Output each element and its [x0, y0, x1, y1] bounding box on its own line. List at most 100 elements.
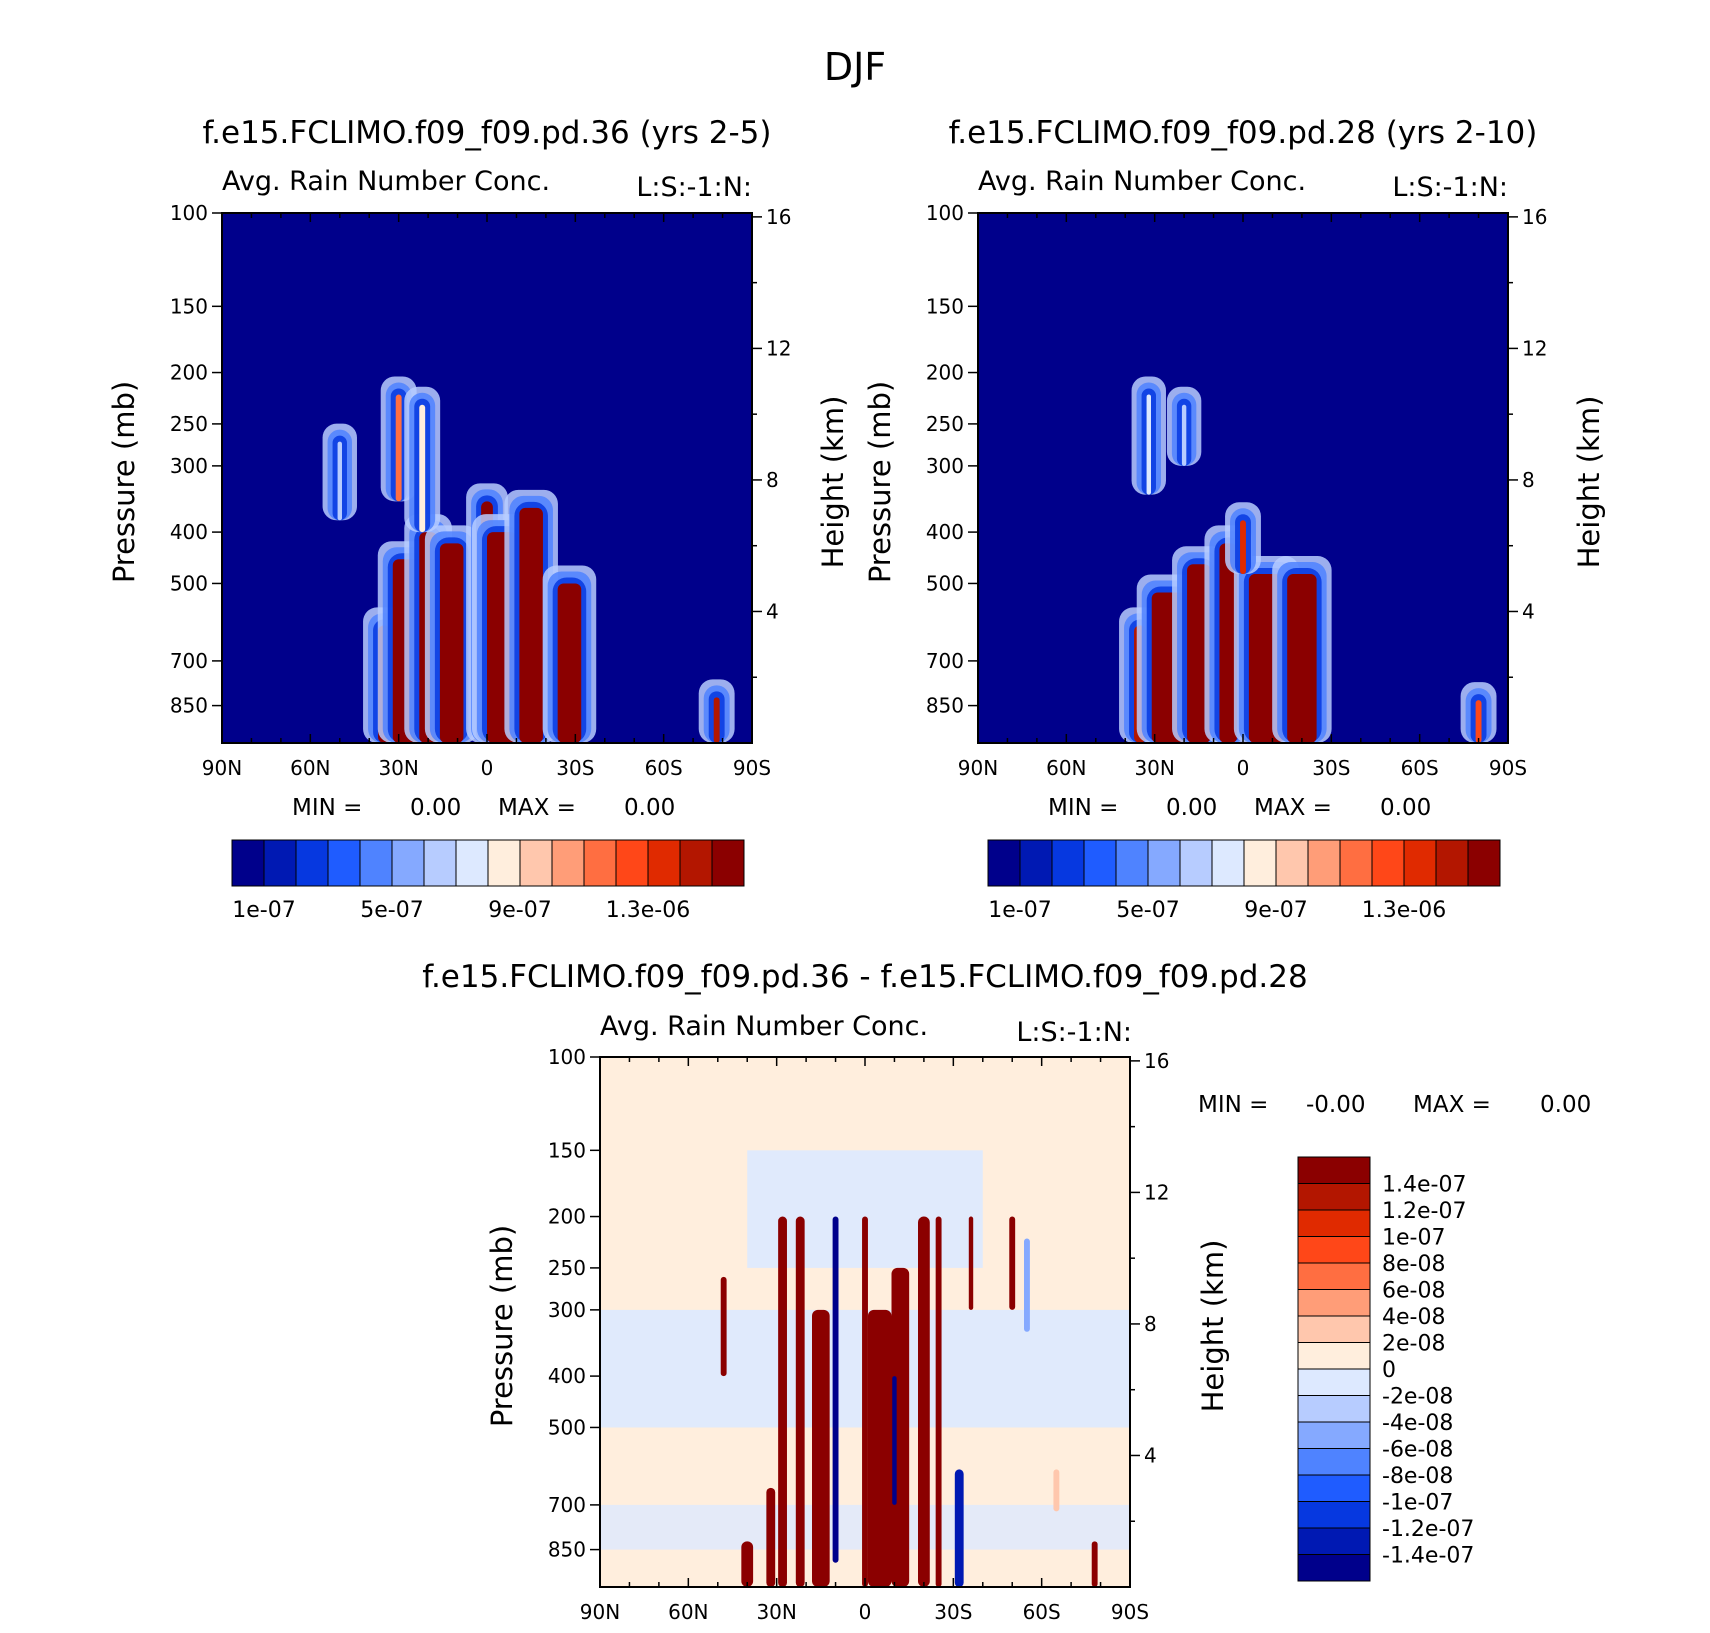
- contour-fill: [867, 1309, 892, 1587]
- colorbar-swatch: [1297, 1421, 1371, 1449]
- y-tick-label: 100: [548, 1045, 586, 1069]
- data-layer: [1119, 376, 1497, 743]
- y2-axis-label: Height (km): [816, 396, 850, 569]
- colorbar-label: 1.3e-06: [1362, 898, 1446, 923]
- y-tick-label: 500: [170, 571, 208, 595]
- data-layer: [600, 1150, 1130, 1587]
- x-tick-label: 30S: [1312, 756, 1350, 780]
- contour-fill: [713, 697, 720, 743]
- y-tick-label: 150: [926, 294, 964, 318]
- contour-fill: [1287, 574, 1317, 743]
- x-tick-label: 60S: [645, 756, 683, 780]
- contour-fill: [439, 543, 464, 743]
- y-tick-label: 200: [926, 361, 964, 385]
- y-tick-label: 400: [548, 1364, 586, 1388]
- variable-label: Avg. Rain Number Conc.: [600, 1011, 928, 1042]
- colorbar-swatch: [1297, 1315, 1371, 1343]
- y2-tick-label: 16: [1144, 1049, 1169, 1073]
- colorbar-swatch: [1147, 839, 1181, 887]
- colorbar-label: 1.3e-06: [606, 898, 690, 923]
- contour-fill: [778, 1216, 787, 1587]
- colorbar-swatch: [519, 839, 553, 887]
- y-tick-label: 850: [548, 1538, 586, 1562]
- contour-fill: [832, 1216, 839, 1563]
- panel-difference: f.e15.FCLIMO.f09_f09.pd.36 - f.e15.FCLIM…: [422, 959, 1591, 1624]
- contour-fill: [1091, 1541, 1098, 1587]
- colorbar-label: -1.4e-07: [1382, 1544, 1474, 1569]
- y-tick-label: 850: [926, 694, 964, 718]
- colorbar-label: 9e-07: [1244, 898, 1307, 923]
- panel-title: f.e15.FCLIMO.f09_f09.pd.28 (yrs 2-10): [949, 115, 1538, 151]
- x-tick-label: 30S: [934, 1600, 972, 1624]
- figure-title: DJF: [824, 45, 886, 89]
- y-tick-label: 500: [548, 1415, 586, 1439]
- contour-fill: [557, 583, 582, 743]
- variable-label: Avg. Rain Number Conc.: [978, 166, 1306, 197]
- colorbar-swatch: [359, 839, 393, 887]
- y2-axis-label: Height (km): [1572, 396, 1606, 569]
- min-value: -0.00: [1306, 1092, 1366, 1118]
- y2-tick-label: 16: [1522, 205, 1547, 229]
- contour-fill: [1053, 1469, 1060, 1512]
- colorbar-label: -4e-08: [1382, 1411, 1453, 1436]
- contour-fill: [337, 441, 342, 521]
- colorbar-swatch: [1297, 1527, 1371, 1555]
- y2-tick-label: 4: [1522, 599, 1535, 623]
- max-label: MAX =: [1254, 795, 1332, 821]
- colorbar-swatch: [263, 839, 297, 887]
- colorbar-swatch: [1467, 839, 1501, 887]
- colorbar-label: 1.4e-07: [1382, 1173, 1466, 1198]
- colorbar-label: 6e-08: [1382, 1279, 1445, 1304]
- colorbar-swatch: [1371, 839, 1405, 887]
- contour-fill: [892, 1376, 897, 1505]
- colorbar-swatch: [1435, 839, 1469, 887]
- colorbar-label: 4e-08: [1382, 1305, 1445, 1330]
- contour-fill: [1219, 543, 1238, 743]
- contour-fill: [1024, 1238, 1030, 1332]
- x-tick-label: 90S: [1489, 756, 1527, 780]
- colorbar-swatch: [679, 839, 713, 887]
- colorbar-swatch: [295, 839, 329, 887]
- y-tick-label: 300: [548, 1298, 586, 1322]
- max-value: 0.00: [1540, 1092, 1591, 1118]
- colorbar-swatch: [1297, 1183, 1371, 1211]
- level-label: L:S:-1:N:: [1392, 172, 1508, 203]
- contour-fill: [419, 404, 426, 533]
- contour-fill: [1475, 700, 1482, 743]
- colorbar-swatch: [1297, 1342, 1371, 1370]
- x-tick-label: 60N: [1046, 756, 1086, 780]
- x-tick-label: 0: [859, 1600, 872, 1624]
- colorbar-label: 1e-07: [1382, 1226, 1445, 1251]
- panel-title: f.e15.FCLIMO.f09_f09.pd.36 - f.e15.FCLIM…: [422, 959, 1307, 995]
- colorbar-swatch: [1297, 1554, 1371, 1582]
- y-tick-label: 200: [548, 1205, 586, 1229]
- y2-tick-label: 4: [1144, 1443, 1157, 1467]
- colorbar-swatch: [1115, 839, 1149, 887]
- contour-fill: [766, 1487, 776, 1587]
- x-tick-label: 0: [481, 756, 494, 780]
- colorbar-swatch: [1051, 839, 1085, 887]
- colorbar-swatch: [1297, 1395, 1371, 1423]
- y-tick-label: 700: [926, 649, 964, 673]
- data-layer: [322, 376, 735, 743]
- colorbar-swatch: [647, 839, 681, 887]
- colorbar-label: 9e-07: [488, 898, 551, 923]
- y2-tick-label: 8: [766, 468, 779, 492]
- x-tick-label: 90N: [202, 756, 242, 780]
- x-tick-label: 30S: [556, 756, 594, 780]
- max-value: 0.00: [624, 795, 675, 821]
- min-label: MIN =: [1048, 795, 1118, 821]
- max-label: MAX =: [498, 795, 576, 821]
- colorbar-swatch: [1275, 839, 1309, 887]
- y2-tick-label: 4: [766, 599, 779, 623]
- y-tick-label: 700: [170, 649, 208, 673]
- colorbar-swatch: [551, 839, 585, 887]
- panel-title: f.e15.FCLIMO.f09_f09.pd.36 (yrs 2-5): [202, 115, 771, 151]
- level-label: L:S:-1:N:: [1016, 1017, 1132, 1048]
- y-tick-label: 400: [926, 520, 964, 544]
- contour-fill: [862, 1216, 868, 1587]
- colorbar-swatch: [1211, 839, 1245, 887]
- x-tick-label: 30N: [378, 756, 418, 780]
- x-tick-label: 90N: [958, 756, 998, 780]
- colorbar-swatch: [583, 839, 617, 887]
